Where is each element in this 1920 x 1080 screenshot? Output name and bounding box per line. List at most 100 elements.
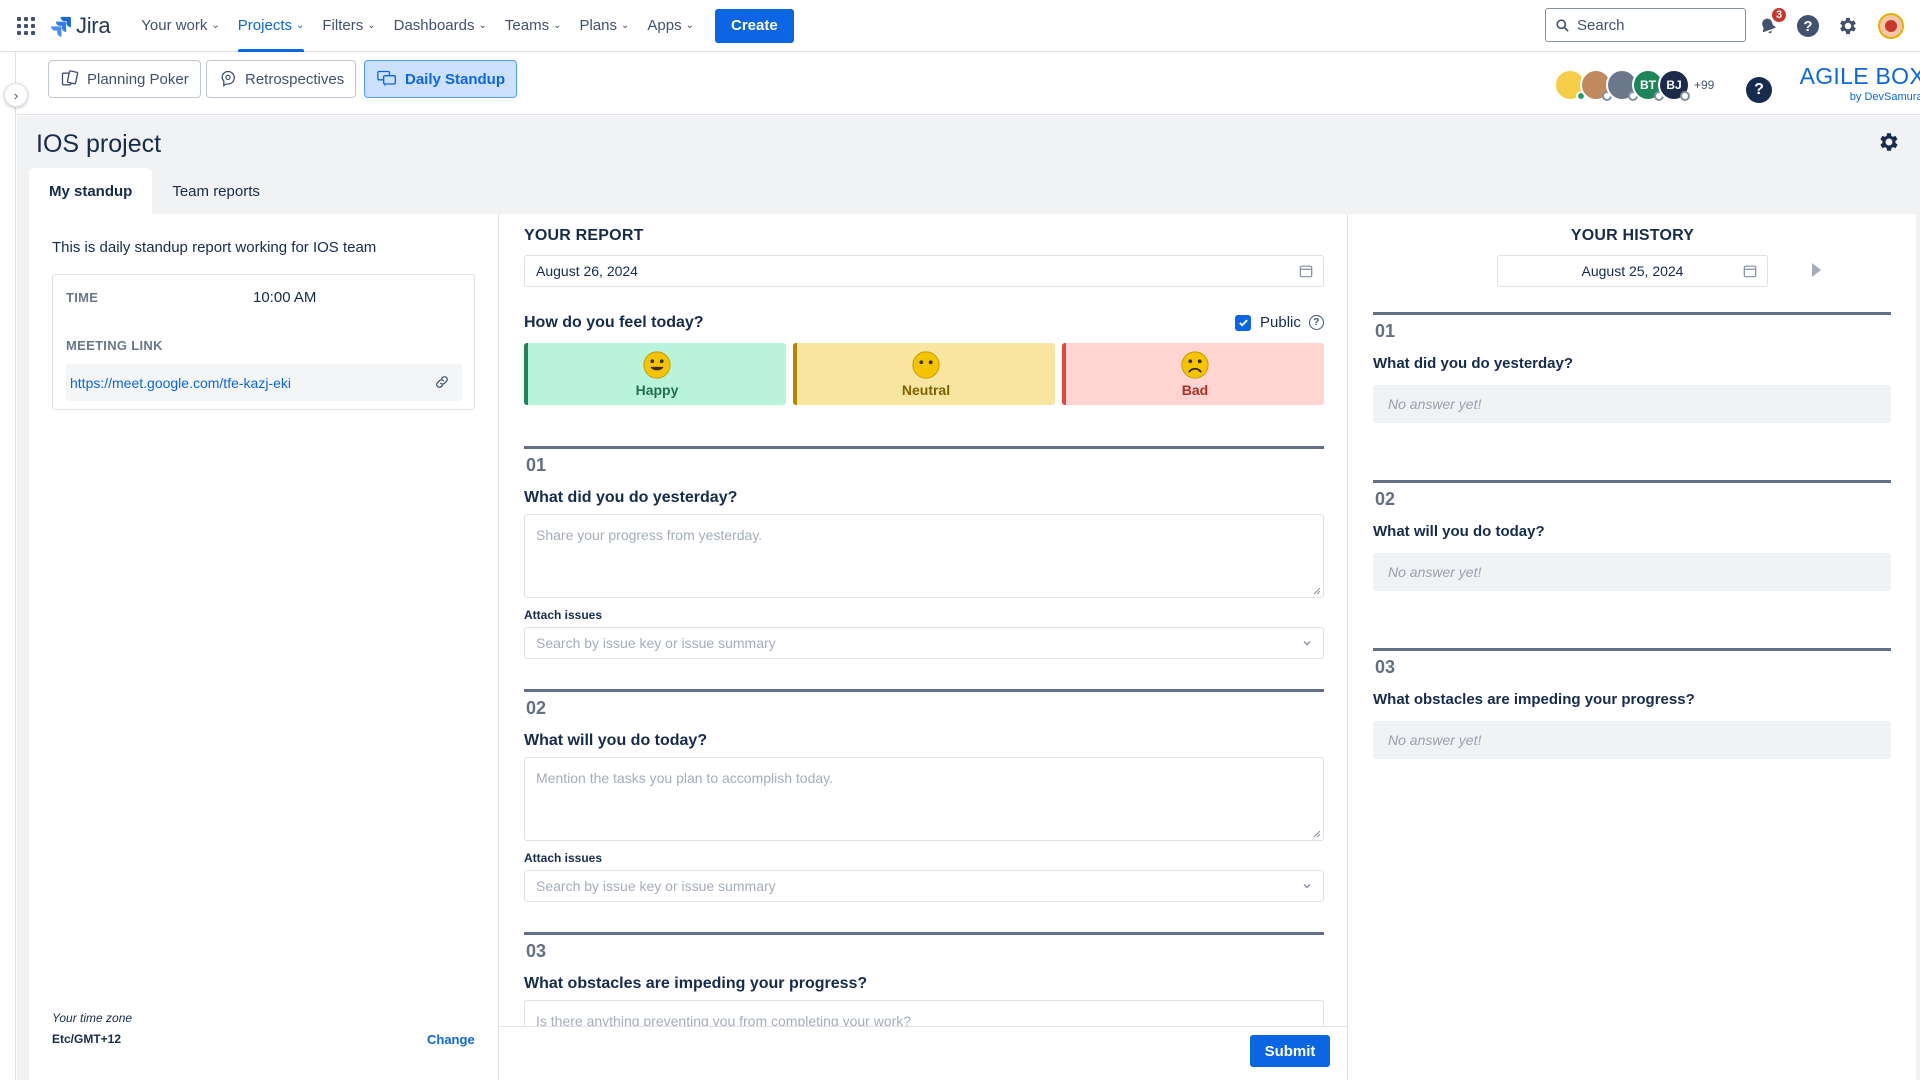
nav-apps[interactable]: Apps ⌄ xyxy=(638,0,703,52)
nav-your-work[interactable]: Your work ⌄ xyxy=(132,0,229,52)
checkbox-checked[interactable] xyxy=(1235,314,1251,331)
divider xyxy=(1373,480,1891,483)
time-label: TIME xyxy=(66,290,99,305)
nav-label: Filters xyxy=(322,17,364,34)
question-block-2: 02 What will you do today? Mention the t… xyxy=(524,689,1324,902)
agile-box-logo: AGILE BOX by DevSamurai xyxy=(1785,63,1920,103)
question-title: What will you do today? xyxy=(524,732,708,749)
attach-issues-label: Attach issues xyxy=(524,608,603,622)
gear-icon xyxy=(1880,133,1898,151)
nav-label: Dashboards xyxy=(393,17,475,34)
your-report-panel: YOUR REPORT August 26, 2024 How do you f… xyxy=(500,214,1348,1080)
nav-filters[interactable]: Filters ⌄ xyxy=(313,0,384,52)
attach-issues-select[interactable]: Search by issue key or issue summary xyxy=(524,627,1324,659)
notifications-button[interactable]: 3 xyxy=(1754,6,1788,40)
avatar[interactable]: BJ xyxy=(1658,69,1690,101)
mood-label: Bad xyxy=(1181,382,1209,398)
question-title: What did you do yesterday? xyxy=(524,489,738,506)
nav-dashboards[interactable]: Dashboards ⌄ xyxy=(385,0,496,52)
public-label: Public xyxy=(1260,314,1301,331)
history-date-picker[interactable]: August 25, 2024 xyxy=(1497,255,1768,287)
avatar-initials: BT xyxy=(1640,78,1656,92)
history-item-3: 03 What obstacles are impeding your prog… xyxy=(1373,648,1891,759)
question-block-3: 03 What obstacles are impeding your prog… xyxy=(524,932,1324,1080)
app-bar: Planning Poker Retrospectives Daily Stan… xyxy=(17,53,1920,115)
question-number: 03 xyxy=(1375,657,1396,677)
search-input[interactable]: Search xyxy=(1545,8,1746,42)
divider xyxy=(1373,312,1891,315)
tab-label: Planning Poker xyxy=(87,70,189,88)
calendar-icon xyxy=(1743,265,1757,278)
create-button[interactable]: Create xyxy=(714,8,794,43)
project-settings-button[interactable] xyxy=(1877,130,1901,157)
attach-issues-select[interactable]: Search by issue key or issue summary xyxy=(524,870,1324,902)
chat-icon xyxy=(377,70,396,87)
link-icon[interactable] xyxy=(434,374,450,390)
yesterday-textarea[interactable]: Share your progress from yesterday. xyxy=(524,514,1324,598)
mood-bad-button[interactable]: Bad xyxy=(1062,343,1324,405)
mood-label: Neutral xyxy=(901,382,951,398)
history-answer: No answer yet! xyxy=(1373,385,1891,423)
textarea-placeholder: Mention the tasks you plan to accomplish… xyxy=(536,770,834,786)
chevron-down-icon: ⌄ xyxy=(685,20,694,31)
tab-team-reports[interactable]: Team reports xyxy=(172,182,260,200)
today-textarea[interactable]: Mention the tasks you plan to accomplish… xyxy=(524,757,1324,841)
app-help-icon[interactable]: ? xyxy=(1746,77,1772,103)
chevron-down-icon: ⌄ xyxy=(478,20,487,31)
next-date-button[interactable] xyxy=(1811,262,1823,278)
nav-plans[interactable]: Plans ⌄ xyxy=(570,0,638,52)
textarea-placeholder: Share your progress from yesterday. xyxy=(536,527,763,543)
nav-label: Projects xyxy=(237,17,292,34)
resize-handle-icon[interactable] xyxy=(1313,830,1321,838)
chevron-down-icon xyxy=(1303,884,1311,889)
change-timezone-link[interactable]: Change xyxy=(427,1032,475,1047)
resize-handle-icon[interactable] xyxy=(1313,587,1321,595)
nav-label: Teams xyxy=(504,17,550,34)
avatar xyxy=(1878,13,1904,39)
tab-daily-standup[interactable]: Daily Standup xyxy=(364,60,518,98)
profile-button[interactable] xyxy=(1877,12,1905,40)
status-dot xyxy=(1680,91,1690,101)
nav-teams[interactable]: Teams ⌄ xyxy=(496,0,571,52)
question-title: What obstacles are impeding your progres… xyxy=(1373,691,1695,708)
nav-projects[interactable]: Projects ⌄ xyxy=(229,0,314,52)
history-title: YOUR HISTORY xyxy=(1570,227,1695,244)
expand-sidebar-button[interactable]: › xyxy=(4,83,28,107)
help-button[interactable]: ? xyxy=(1794,12,1822,40)
standup-tabs: My standup Team reports xyxy=(29,168,280,214)
brand-subtitle: by DevSamurai xyxy=(1849,91,1920,103)
tab-my-standup[interactable]: My standup xyxy=(29,168,153,214)
mood-neutral-button[interactable]: Neutral xyxy=(793,343,1055,405)
chevron-down-icon xyxy=(1303,641,1311,646)
mood-happy-button[interactable]: Happy xyxy=(524,343,786,405)
jira-mark-icon xyxy=(51,16,71,37)
question-number: 02 xyxy=(526,698,547,718)
question-number: 01 xyxy=(526,455,547,475)
top-navigation: Jira Your work ⌄ Projects ⌄ Filters ⌄ Dashb… xyxy=(0,0,1920,52)
tab-planning-poker[interactable]: Planning Poker xyxy=(48,60,201,98)
submit-button[interactable]: Submit xyxy=(1250,1035,1330,1067)
public-checkbox[interactable]: Public ? xyxy=(1235,314,1324,331)
brand-title: AGILE BOX xyxy=(1799,63,1920,89)
meeting-link[interactable]: https://meet.google.com/tfe-kazj-eki xyxy=(70,374,291,391)
search-placeholder: Search xyxy=(1577,16,1625,34)
jira-logo[interactable]: Jira xyxy=(50,12,111,39)
history-answer: No answer yet! xyxy=(1373,553,1891,591)
meeting-info-box: TIME 10:00 AM MEETING LINK https://meet.… xyxy=(52,274,475,410)
app-switcher-icon[interactable] xyxy=(16,16,36,36)
question-number: 01 xyxy=(1375,321,1396,341)
report-footer: Submit xyxy=(500,1026,1347,1080)
select-placeholder: Search by issue key or issue summary xyxy=(536,878,776,894)
report-title: YOUR REPORT xyxy=(524,227,644,244)
avatar-more-count[interactable]: +99 xyxy=(1694,78,1715,92)
neutral-face-icon xyxy=(912,351,940,379)
report-date-picker[interactable]: August 26, 2024 xyxy=(524,255,1324,287)
tab-label: Daily Standup xyxy=(405,70,506,88)
jira-logo-text: Jira xyxy=(76,12,111,38)
avatar-initials: BJ xyxy=(1666,78,1682,92)
tab-retrospectives[interactable]: Retrospectives xyxy=(206,60,357,98)
question-circle-icon[interactable]: ? xyxy=(1308,315,1324,330)
settings-button[interactable] xyxy=(1834,12,1862,40)
collapsed-sidebar xyxy=(0,52,16,1080)
team-avatars[interactable]: BT BJ +99 xyxy=(1554,69,1714,101)
